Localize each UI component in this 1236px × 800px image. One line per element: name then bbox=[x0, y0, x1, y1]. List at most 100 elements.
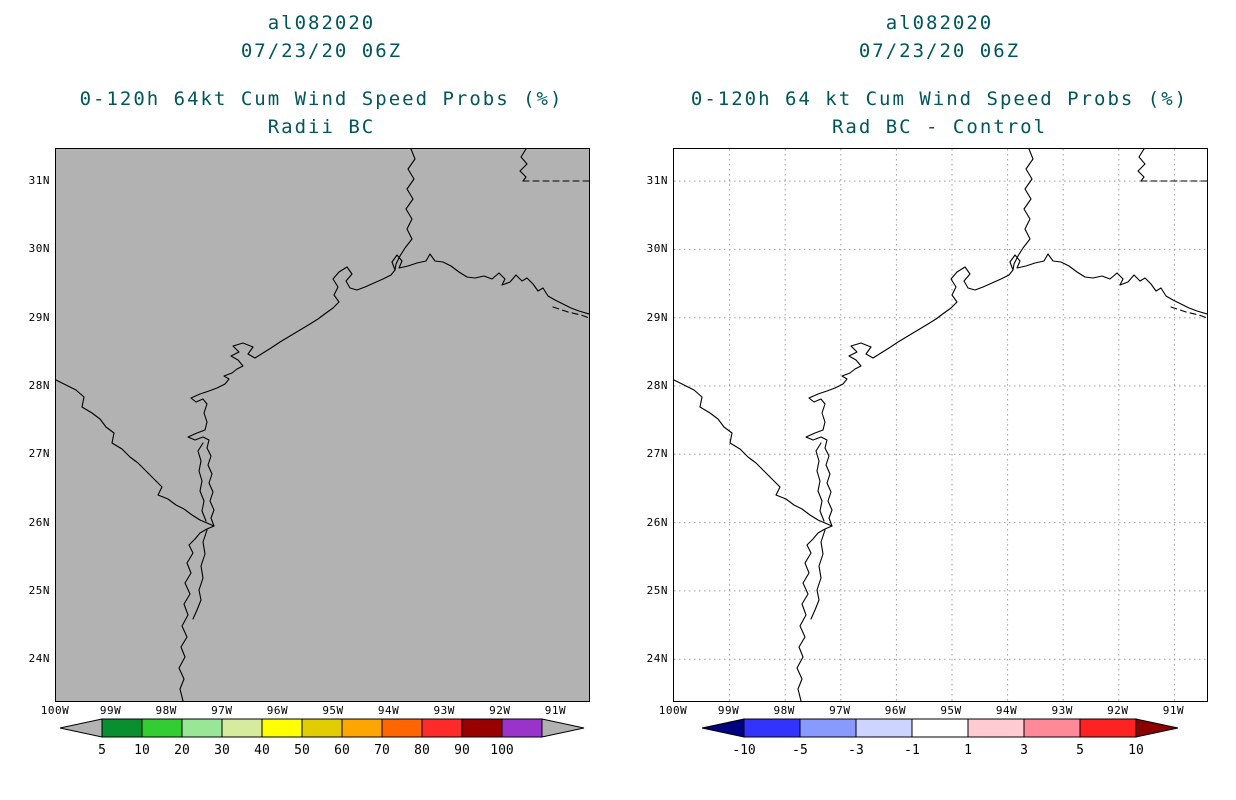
lon-label: 99W bbox=[99, 704, 122, 717]
lat-label: 30N bbox=[646, 242, 668, 256]
lat-label: 29N bbox=[28, 310, 50, 324]
lon-label: 92W bbox=[1107, 704, 1129, 717]
lat-label: 24N bbox=[28, 652, 50, 666]
lon-label: 93W bbox=[1051, 704, 1073, 717]
colorbar-arrow-right bbox=[1135, 718, 1178, 738]
colorbar-tick-label: 20 bbox=[174, 743, 190, 758]
lon-label: 91W bbox=[544, 704, 567, 717]
colorbar-segment bbox=[141, 718, 182, 738]
colorbar-tick-label: 1 bbox=[964, 743, 972, 758]
lat-label: 26N bbox=[28, 515, 50, 529]
lon-label: 94W bbox=[377, 704, 400, 717]
lon-label: 96W bbox=[884, 704, 907, 717]
lat-label: 26N bbox=[646, 515, 668, 529]
colorbar-segment bbox=[799, 718, 856, 738]
colorbar-segment bbox=[381, 718, 422, 738]
colorbar-tick-label: -3 bbox=[848, 743, 864, 758]
lat-label: 30N bbox=[28, 242, 50, 256]
colorbar-segment bbox=[461, 718, 502, 738]
colorbar-segment bbox=[855, 718, 912, 738]
colorbar-tick-label: -5 bbox=[792, 743, 808, 758]
colorbar-tick-label: -1 bbox=[904, 743, 920, 758]
colorbar-segment bbox=[221, 718, 262, 738]
mississippi-river bbox=[519, 149, 528, 182]
coast-dashed-segment bbox=[552, 306, 589, 319]
colorbar-arrow-right bbox=[541, 718, 584, 738]
colorbar-segment bbox=[967, 718, 1024, 738]
sabine-river bbox=[394, 149, 416, 271]
map-svg bbox=[56, 149, 589, 701]
init-time: 07/23/20 06Z bbox=[858, 40, 1021, 62]
colorbar-segment bbox=[421, 718, 462, 738]
colorbar: 5 10 20 30 40 50 60 70 80 90 100 bbox=[59, 718, 584, 758]
colorbar-arrow-left bbox=[59, 718, 102, 738]
colorbar-tick-label: 80 bbox=[414, 743, 430, 758]
storm-id: al082020 bbox=[267, 12, 376, 34]
colorbar-tick-label: 90 bbox=[454, 743, 470, 758]
lat-label: 31N bbox=[646, 174, 668, 188]
laguna-madre-tx bbox=[197, 442, 207, 522]
colorbar-tick-label: 10 bbox=[1128, 743, 1144, 758]
colorbar-segment bbox=[101, 718, 142, 738]
colorbar-tick-label: -10 bbox=[732, 743, 755, 758]
lon-label: 91W bbox=[1162, 704, 1185, 717]
laguna-madre-mx bbox=[810, 529, 826, 620]
colorbar-tick-label: 5 bbox=[1076, 743, 1084, 758]
lat-label: 27N bbox=[28, 447, 50, 461]
colorbar: -10 -5 -3 -1 1 3 5 10 bbox=[701, 718, 1178, 758]
lat-label: 27N bbox=[646, 447, 668, 461]
lon-label: 92W bbox=[489, 704, 511, 717]
lon-label: 99W bbox=[717, 704, 740, 717]
colorbar-tick-label: 30 bbox=[214, 743, 230, 758]
colorbar-tick-label: 70 bbox=[374, 743, 390, 758]
sabine-river bbox=[1012, 149, 1034, 271]
lat-label: 25N bbox=[646, 583, 668, 597]
map-svg bbox=[674, 149, 1207, 701]
lat-label: 31N bbox=[28, 174, 50, 188]
coastline bbox=[178, 253, 589, 701]
lon-label: 98W bbox=[773, 704, 795, 717]
lon-label: 95W bbox=[940, 704, 962, 717]
map-canvas bbox=[673, 148, 1208, 702]
colorbar-arrow-left bbox=[701, 718, 744, 738]
colorbar-segment bbox=[501, 718, 542, 738]
colorbar-segment bbox=[1023, 718, 1080, 738]
laguna-madre-mx bbox=[192, 529, 208, 620]
laguna-madre-tx bbox=[815, 442, 825, 522]
lon-label: 96W bbox=[266, 704, 289, 717]
coast-dashed-segment bbox=[1170, 306, 1207, 319]
mississippi-river bbox=[1137, 149, 1146, 182]
lat-label: 29N bbox=[646, 310, 668, 324]
lat-label: 24N bbox=[646, 652, 668, 666]
panel-rad-bc-minus-control: al082020 07/23/20 06Z 0-120h 64 kt Cum W… bbox=[618, 0, 1236, 800]
colorbar-tick-label: 3 bbox=[1020, 743, 1028, 758]
colorbar-tick-label: 60 bbox=[334, 743, 350, 758]
lon-label: 98W bbox=[155, 704, 177, 717]
colorbar-tick-label: 100 bbox=[490, 743, 513, 758]
coastline bbox=[796, 253, 1207, 701]
colorbar-tick-label: 5 bbox=[98, 743, 106, 758]
colorbar-segment bbox=[261, 718, 302, 738]
product-title: 0-120h 64kt Cum Wind Speed Probs (%) bbox=[79, 88, 564, 110]
lon-label: 95W bbox=[322, 704, 344, 717]
init-time: 07/23/20 06Z bbox=[240, 40, 403, 62]
rio-grande-river bbox=[56, 379, 215, 527]
colorbar-segment bbox=[341, 718, 382, 738]
lon-label: 94W bbox=[995, 704, 1018, 717]
lat-label: 25N bbox=[28, 583, 50, 597]
variant-title: Radii BC bbox=[267, 116, 376, 138]
colorbar-tick-label: 10 bbox=[134, 743, 150, 758]
lon-label: 93W bbox=[433, 704, 455, 717]
colorbar-segment bbox=[743, 718, 800, 738]
gridlines bbox=[674, 149, 1207, 701]
lon-label: 100W bbox=[658, 704, 688, 717]
product-title: 0-120h 64 kt Cum Wind Speed Probs (%) bbox=[690, 88, 1189, 110]
rio-grande-river bbox=[674, 379, 833, 527]
colorbar-tick-label: 50 bbox=[294, 743, 310, 758]
lon-label: 97W bbox=[211, 704, 233, 717]
variant-title: Rad BC - Control bbox=[831, 116, 1048, 138]
lon-label: 97W bbox=[829, 704, 851, 717]
lon-label: 100W bbox=[40, 704, 70, 717]
colorbar-segment bbox=[181, 718, 222, 738]
